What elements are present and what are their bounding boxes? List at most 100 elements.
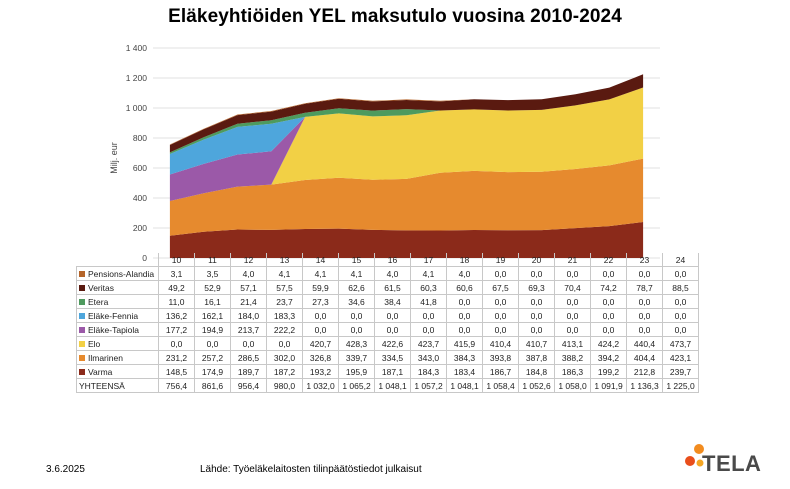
footer-date: 3.6.2025	[46, 464, 85, 475]
total-label: YHTEENSÄ	[76, 378, 159, 393]
data-label: 339,7	[338, 350, 375, 365]
data-label: 0,0	[410, 308, 447, 323]
x-tick-label: 15	[338, 253, 375, 267]
data-label: 27,3	[302, 294, 339, 309]
x-tick-label: 18	[446, 253, 483, 267]
x-tick-label: 19	[482, 253, 519, 267]
data-label: 326,8	[302, 350, 339, 365]
total-value: 1 225,0	[662, 378, 699, 393]
data-label: 404,4	[626, 350, 663, 365]
total-value: 861,6	[194, 378, 231, 393]
data-label: 424,2	[590, 336, 627, 351]
data-label: 0,0	[662, 266, 699, 281]
x-tick-label: 20	[518, 253, 555, 267]
data-label: 148,5	[158, 364, 195, 379]
data-label: 11,0	[158, 294, 195, 309]
data-label: 78,7	[626, 280, 663, 295]
table-row: Ilmarinen 231,2 257,2 286,5 302,0 326,8 339,7 3…	[76, 350, 699, 365]
x-tick-label: 14	[302, 253, 339, 267]
table-row-total: YHTEENSÄ 756,4 861,6 956,4 980,0 1 032,0 1 065…	[76, 378, 699, 393]
data-label: 189,7	[230, 364, 267, 379]
data-label: 0,0	[662, 294, 699, 309]
data-label: 0,0	[158, 336, 195, 351]
legend-label: Etera	[88, 296, 109, 307]
data-label: 61,5	[374, 280, 411, 295]
data-label: 4,1	[338, 266, 375, 281]
x-tick-label: 13	[266, 253, 303, 267]
data-label: 60,3	[410, 280, 447, 295]
y-tick-label: 600	[133, 163, 147, 173]
logo-dot	[694, 444, 704, 454]
data-label: 69,3	[518, 280, 555, 295]
data-label: 38,4	[374, 294, 411, 309]
legend-entry: Ilmarinen	[76, 350, 159, 365]
data-label: 59,9	[302, 280, 339, 295]
data-label: 57,1	[230, 280, 267, 295]
data-label: 3,5	[194, 266, 231, 281]
data-label: 0,0	[446, 322, 483, 337]
area-series-varma	[169, 222, 644, 258]
data-label: 57,5	[266, 280, 303, 295]
data-table: 10 11 12 13 14 15 16 17 18 19 20 21 22 23 24 Pensions-A…	[76, 253, 699, 393]
data-label: 394,2	[590, 350, 627, 365]
legend-key	[79, 284, 85, 291]
data-label: 41,8	[410, 294, 447, 309]
data-label: 193,2	[302, 364, 339, 379]
total-value: 1 048,1	[446, 378, 483, 393]
data-label: 239,7	[662, 364, 699, 379]
data-label: 0,0	[374, 308, 411, 323]
legend-key	[79, 326, 85, 333]
legend-key	[79, 270, 85, 277]
data-label: 0,0	[230, 336, 267, 351]
data-label: 0,0	[302, 308, 339, 323]
data-label: 4,0	[230, 266, 267, 281]
data-label: 183,3	[266, 308, 303, 323]
data-label: 16,1	[194, 294, 231, 309]
total-value: 1 052,6	[518, 378, 555, 393]
data-label: 0,0	[518, 308, 555, 323]
legend-key	[79, 340, 85, 347]
data-label: 0,0	[482, 308, 519, 323]
data-label: 422,6	[374, 336, 411, 351]
legend-label: Eläke-Tapiola	[88, 324, 140, 335]
table-row: Varma 148,5 174,9 189,7 187,2 193,2 195,9 187,1…	[76, 364, 699, 379]
data-label: 0,0	[374, 322, 411, 337]
legend-entry: Veritas	[76, 280, 159, 295]
legend-entry: Elo	[76, 336, 159, 351]
data-label: 473,7	[662, 336, 699, 351]
data-label: 0,0	[338, 322, 375, 337]
data-label: 0,0	[554, 266, 591, 281]
data-label: 423,7	[410, 336, 447, 351]
y-tick-label: 200	[133, 223, 147, 233]
tela-logo: TELA	[683, 441, 763, 477]
data-label: 136,2	[158, 308, 195, 323]
legend-label: Elo	[88, 338, 101, 349]
data-label: 0,0	[194, 336, 231, 351]
data-label: 0,0	[338, 308, 375, 323]
data-label: 3,1	[158, 266, 195, 281]
data-label: 21,4	[230, 294, 267, 309]
table-header-row: 10 11 12 13 14 15 16 17 18 19 20 21 22 23 24	[76, 253, 699, 267]
data-label: 415,9	[446, 336, 483, 351]
data-label: 184,8	[518, 364, 555, 379]
legend-entry: Etera	[76, 294, 159, 309]
data-label: 23,7	[266, 294, 303, 309]
area-series-veritas	[169, 74, 644, 153]
data-label: 0,0	[446, 294, 483, 309]
data-label: 0,0	[554, 308, 591, 323]
table-row: Eläke-Tapiola 177,2 194,9 213,7 222,2 0,0 0,0 0…	[76, 322, 699, 337]
data-label: 74,2	[590, 280, 627, 295]
total-value: 956,4	[230, 378, 267, 393]
data-label: 0,0	[590, 322, 627, 337]
total-value: 756,4	[158, 378, 195, 393]
area-series-elo	[169, 87, 644, 201]
data-label: 0,0	[554, 294, 591, 309]
legend-entry: Varma	[76, 364, 159, 379]
data-label: 0,0	[554, 322, 591, 337]
footer-source: Lähde: Työeläkelaitosten tilinpäätöstied…	[200, 464, 422, 475]
data-label: 0,0	[482, 322, 519, 337]
total-value: 1 048,1	[374, 378, 411, 393]
data-label: 388,2	[554, 350, 591, 365]
data-label: 0,0	[626, 308, 663, 323]
